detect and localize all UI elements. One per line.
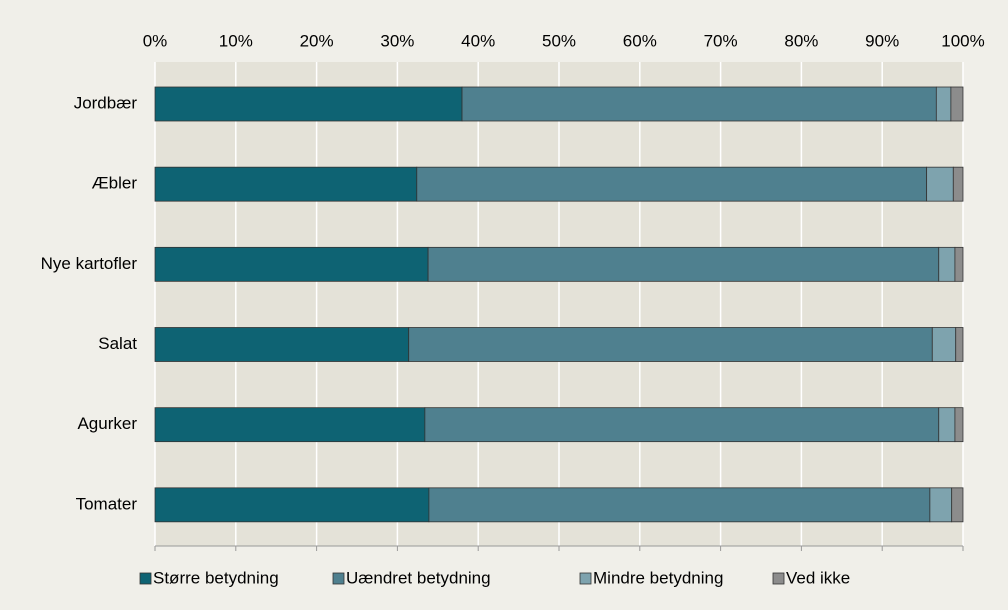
- legend-label: Mindre betydning: [593, 568, 723, 587]
- x-tick-label: 80%: [784, 31, 818, 50]
- legend-swatch: [332, 572, 345, 585]
- bar-segment: [154, 407, 426, 443]
- y-tick-label: Æbler: [92, 174, 138, 193]
- x-tick-label: 60%: [623, 31, 657, 50]
- bar-segment: [424, 407, 940, 443]
- bar-segment: [938, 246, 956, 282]
- x-tick-label: 40%: [461, 31, 495, 50]
- legend-swatch: [579, 572, 592, 585]
- bar-segment: [427, 246, 940, 282]
- legend-label: Uændret betydning: [346, 568, 491, 587]
- legend-label: Større betydning: [153, 568, 279, 587]
- x-tick-label: 100%: [941, 31, 984, 50]
- bar-segment: [929, 487, 953, 523]
- x-tick-label: 50%: [542, 31, 576, 50]
- x-tick-label: 70%: [704, 31, 738, 50]
- legend-label: Ved ikke: [786, 568, 850, 587]
- bar-segment: [408, 327, 933, 362]
- legend-swatch: [772, 572, 785, 585]
- bar-segment: [154, 246, 429, 282]
- bar-segment: [428, 487, 931, 523]
- x-tick-label: 90%: [865, 31, 899, 50]
- bar-segment: [954, 407, 964, 443]
- bar-segment: [154, 166, 418, 202]
- y-tick-label: Tomater: [76, 494, 138, 513]
- y-tick-label: Jordbær: [74, 93, 138, 112]
- bar-segment: [952, 166, 964, 202]
- bar-segment: [951, 487, 964, 523]
- legend-swatch: [139, 572, 152, 585]
- x-tick-label: 10%: [219, 31, 253, 50]
- bar-segment: [931, 327, 957, 362]
- x-tick-label: 30%: [380, 31, 414, 50]
- bar-segment: [154, 487, 430, 523]
- bar-segment: [955, 327, 964, 362]
- y-tick-label: Salat: [98, 334, 137, 353]
- x-tick-label: 20%: [300, 31, 334, 50]
- bar-segment: [416, 166, 928, 202]
- bar-segment: [154, 327, 410, 362]
- bar-segment: [461, 86, 937, 122]
- bar-segment: [154, 86, 463, 122]
- bar-segment: [950, 86, 964, 122]
- x-tick-label: 0%: [143, 31, 168, 50]
- bar-segment: [926, 166, 954, 202]
- bar-segment: [935, 86, 952, 122]
- y-tick-label: Nye kartofler: [41, 254, 138, 273]
- bar-segment: [938, 407, 956, 443]
- bar-segment: [954, 246, 964, 282]
- y-tick-label: Agurker: [77, 414, 137, 433]
